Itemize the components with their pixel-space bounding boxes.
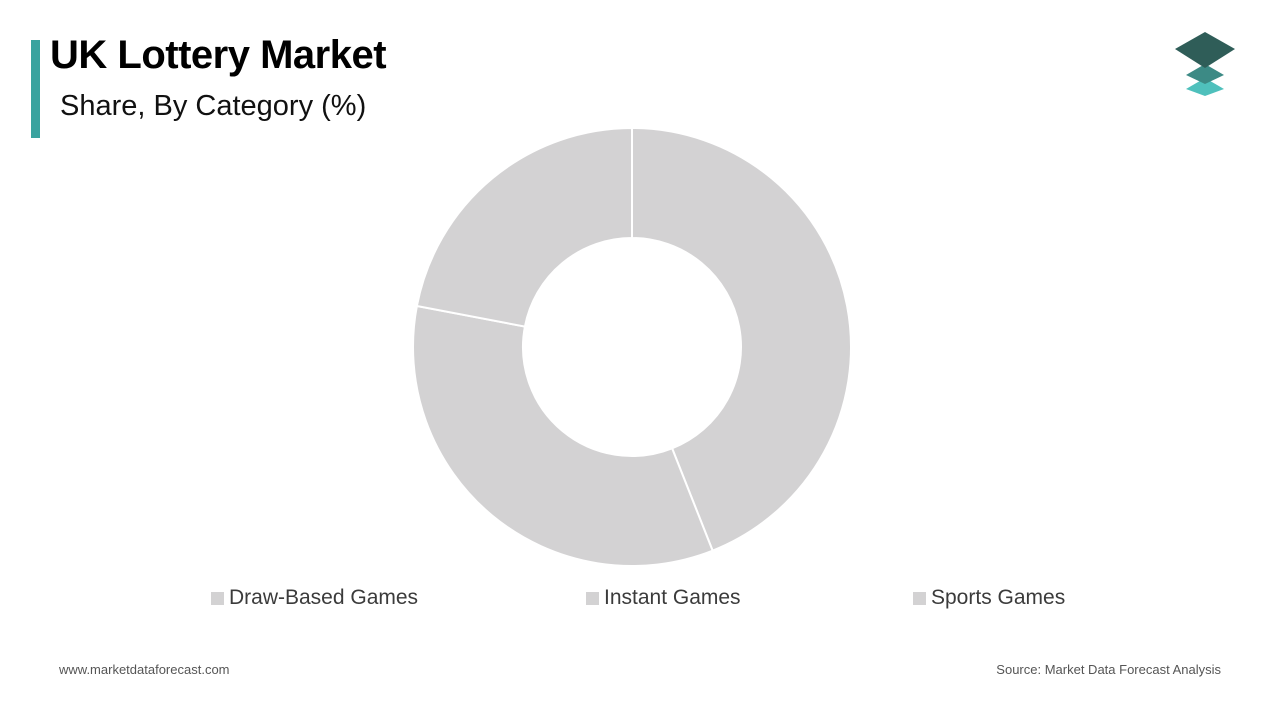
donut-slice-draw-based-games (631, 126, 852, 552)
legend-label: Instant Games (604, 586, 741, 609)
footer-website: www.marketdataforecast.com (59, 662, 230, 677)
page-subtitle: Share, By Category (%) (60, 90, 367, 122)
legend-label: Sports Games (931, 586, 1066, 609)
page-title: UK Lottery Market (50, 33, 387, 77)
donut-slice-sports-games (415, 126, 633, 328)
legend-label: Draw-Based Games (229, 586, 419, 609)
legend-swatch (586, 591, 599, 605)
legend-swatch (913, 591, 926, 605)
title-accent-bar (31, 40, 40, 138)
legend-item-sports-games: Sports Games (913, 586, 1065, 610)
legend-swatch (211, 591, 224, 605)
footer-source: Source: Market Data Forecast Analysis (996, 662, 1221, 677)
legend-item-instant-games: Instant Games (586, 586, 741, 610)
stacked-layers-logo-icon (1175, 32, 1235, 96)
donut-slice-instant-games (412, 304, 714, 567)
legend-item-draw-based-games: Draw-Based Games (211, 586, 418, 610)
